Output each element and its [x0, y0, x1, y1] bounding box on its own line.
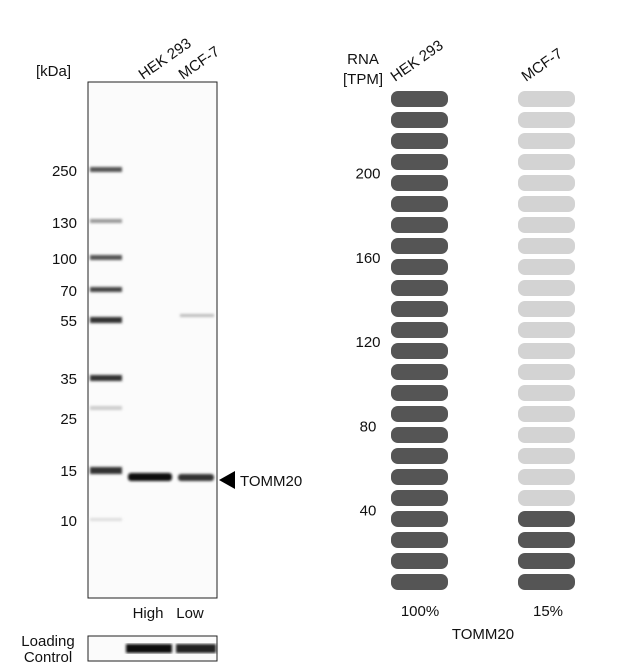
tpm-pill [518, 532, 575, 548]
tpm-pill [391, 385, 448, 401]
loading-bands [126, 644, 216, 653]
tpm-pill [518, 259, 575, 275]
tpm-pill [391, 112, 448, 128]
tpm-pill [391, 238, 448, 254]
tpm-pill [391, 532, 448, 548]
unit-label: [kDa] [36, 63, 71, 80]
tpm-pill [391, 217, 448, 233]
tpm-tick-label: 40 [360, 503, 377, 520]
tpm-pill [518, 385, 575, 401]
tpm-pill [518, 427, 575, 443]
tpm-pill [391, 574, 448, 590]
tpm-pill [391, 322, 448, 338]
tpm-pill [518, 154, 575, 170]
tpm-pill [518, 343, 575, 359]
sample-label: HEK 293 [388, 37, 447, 85]
marker-label: 10 [60, 513, 77, 530]
marker-label: 70 [60, 283, 77, 300]
tpm-pill [518, 196, 575, 212]
tpm-tick-label: 200 [355, 166, 380, 183]
tpm-pill [391, 511, 448, 527]
tpm-pill [391, 343, 448, 359]
tpm-pill [391, 490, 448, 506]
tpm-pill [391, 448, 448, 464]
tpm-pill [518, 175, 575, 191]
gene-label: TOMM20 [452, 626, 514, 643]
marker-label: 55 [60, 313, 77, 330]
tpm-pill [518, 553, 575, 569]
tpm-pill [391, 259, 448, 275]
tpm-pill [391, 406, 448, 422]
tpm-pill [518, 448, 575, 464]
rna-plot: 200 160 120 80 40 [355, 91, 575, 590]
rna-title: RNA [347, 51, 379, 68]
tpm-pill [518, 406, 575, 422]
tpm-pill [518, 301, 575, 317]
marker-label: 130 [52, 215, 77, 232]
tpm-pill [518, 511, 575, 527]
tpm-pill [391, 427, 448, 443]
percent-label: 100% [401, 603, 439, 620]
tpm-tick-label: 80 [360, 418, 377, 435]
marker-label: 25 [60, 411, 77, 428]
tpm-pill [518, 217, 575, 233]
percent-label: 15% [533, 603, 563, 620]
tpm-pill [518, 469, 575, 485]
marker-bands [90, 167, 214, 521]
tpm-pill [391, 469, 448, 485]
marker-label: 250 [52, 163, 77, 180]
target-label: TOMM20 [240, 473, 302, 490]
marker-labels: 250 130 100 70 55 35 25 15 10 [52, 163, 77, 530]
tpm-pill [518, 91, 575, 107]
loading-label: Control [24, 649, 72, 665]
tpm-pill [391, 364, 448, 380]
tpm-pill [391, 280, 448, 296]
tpm-pill [391, 133, 448, 149]
tpm-pill [518, 490, 575, 506]
marker-label: 35 [60, 371, 77, 388]
marker-label: 15 [60, 463, 77, 480]
expression-label: High [133, 605, 164, 622]
tpm-pill [391, 196, 448, 212]
tpm-pill [518, 574, 575, 590]
tpm-pill [518, 322, 575, 338]
tpm-tick-label: 120 [355, 334, 380, 351]
expression-label: Low [176, 605, 204, 622]
tpm-pill [391, 301, 448, 317]
tpm-pill [518, 280, 575, 296]
loading-label: Loading [21, 633, 74, 650]
tpm-pill [391, 91, 448, 107]
sample-label: MCF-7 [519, 45, 566, 85]
tpm-pill [391, 154, 448, 170]
tpm-pill [518, 133, 575, 149]
tpm-pill [391, 553, 448, 569]
target-arrow [219, 471, 235, 489]
tpm-pill [391, 175, 448, 191]
marker-label: 100 [52, 251, 77, 268]
tpm-pill [518, 238, 575, 254]
tpm-tick-label: 160 [355, 250, 380, 267]
tpm-pill [518, 112, 575, 128]
rna-title: [TPM] [343, 71, 383, 88]
tpm-pill [518, 364, 575, 380]
